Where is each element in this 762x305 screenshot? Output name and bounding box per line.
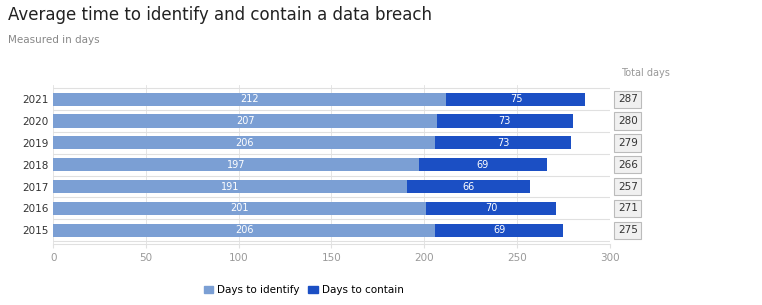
Text: 69: 69: [493, 225, 505, 235]
Text: 66: 66: [463, 181, 475, 192]
Text: 206: 206: [235, 138, 254, 148]
Bar: [53, 158, 418, 171]
Text: 191: 191: [221, 181, 239, 192]
Text: 275: 275: [618, 225, 638, 235]
Text: 207: 207: [236, 116, 255, 126]
Text: 197: 197: [227, 160, 245, 170]
Text: 73: 73: [497, 138, 509, 148]
Text: Measured in days: Measured in days: [8, 35, 99, 45]
Bar: [435, 136, 571, 149]
Text: 70: 70: [485, 203, 497, 213]
Text: 257: 257: [618, 181, 638, 192]
Text: 212: 212: [241, 94, 259, 104]
Text: Average time to identify and contain a data breach: Average time to identify and contain a d…: [8, 6, 431, 24]
Text: 206: 206: [235, 225, 254, 235]
Bar: [53, 180, 408, 193]
Text: 201: 201: [230, 203, 249, 213]
Text: 271: 271: [618, 203, 638, 213]
Text: Total days: Total days: [621, 68, 670, 78]
Bar: [408, 180, 530, 193]
Text: 280: 280: [618, 116, 638, 126]
Text: 75: 75: [510, 94, 522, 104]
Text: 279: 279: [618, 138, 638, 148]
Bar: [53, 136, 435, 149]
Text: 73: 73: [498, 116, 511, 126]
Bar: [53, 202, 426, 215]
Bar: [53, 114, 437, 127]
Text: 69: 69: [476, 160, 488, 170]
Text: 287: 287: [618, 94, 638, 104]
Bar: [435, 224, 563, 237]
Bar: [418, 158, 546, 171]
Bar: [53, 93, 447, 106]
Bar: [426, 202, 555, 215]
Bar: [53, 224, 435, 237]
Bar: [447, 93, 585, 106]
Bar: [437, 114, 572, 127]
Text: 266: 266: [618, 160, 638, 170]
Legend: Days to identify, Days to contain: Days to identify, Days to contain: [200, 281, 408, 299]
